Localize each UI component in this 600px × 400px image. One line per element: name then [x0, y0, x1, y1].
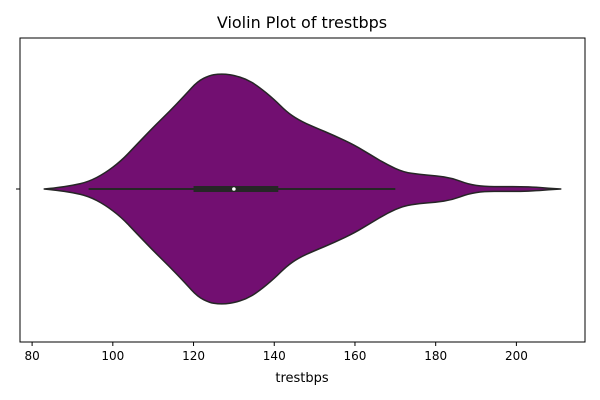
- x-tick-label: 80: [24, 349, 39, 363]
- x-axis-label: trestbps: [275, 371, 329, 386]
- x-tick-label: 100: [101, 349, 124, 363]
- iqr-box: [193, 186, 279, 192]
- median-point: [232, 187, 236, 191]
- x-tick-label: 120: [182, 349, 205, 363]
- plot-area: [43, 73, 562, 305]
- x-tick-label: 180: [424, 349, 447, 363]
- plot-frame: [19, 37, 586, 343]
- x-axis-ticks: 80 100 120 140 160 180 200: [24, 342, 528, 363]
- chart-title: Violin Plot of trestbps: [217, 13, 387, 32]
- x-tick-label: 200: [505, 349, 528, 363]
- x-tick-label: 160: [344, 349, 367, 363]
- x-tick-label: 140: [263, 349, 286, 363]
